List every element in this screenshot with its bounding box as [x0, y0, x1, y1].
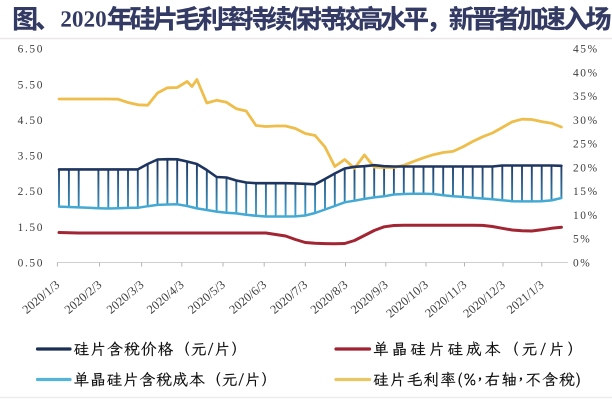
svg-text:45%: 45% [573, 44, 599, 56]
svg-text:6.50: 6.50 [18, 44, 44, 56]
svg-text:10%: 10% [573, 210, 599, 222]
svg-text:35%: 35% [573, 91, 599, 103]
svg-text:20%: 20% [573, 162, 599, 174]
svg-text:0%: 0% [573, 258, 591, 270]
svg-text:40%: 40% [573, 67, 599, 79]
svg-text:3.50: 3.50 [18, 151, 44, 163]
svg-text:30%: 30% [573, 115, 599, 127]
svg-text:5.50: 5.50 [18, 79, 44, 91]
svg-text:2.50: 2.50 [18, 186, 44, 198]
svg-text:1.50: 1.50 [18, 222, 44, 234]
svg-text:25%: 25% [573, 139, 599, 151]
svg-text:4.50: 4.50 [18, 115, 44, 127]
svg-text:5%: 5% [573, 234, 591, 246]
svg-text:0.50: 0.50 [18, 258, 44, 270]
svg-text:15%: 15% [573, 186, 599, 198]
